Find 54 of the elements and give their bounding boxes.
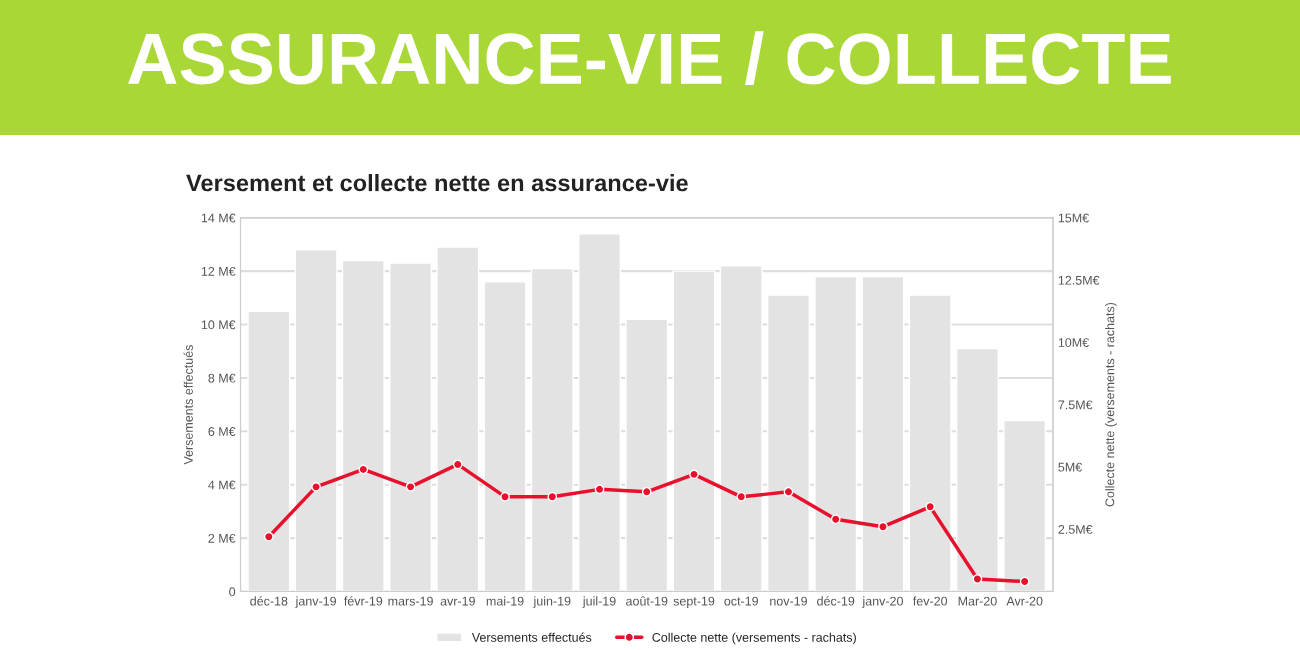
point (405, 481, 416, 492)
x-tick-label: fev-20 (912, 596, 948, 606)
point (594, 484, 605, 495)
y-tick-label: 0 (229, 587, 236, 597)
legend-label: Collecte nette (versements - rachats) (652, 632, 856, 645)
y-tick-label: 2 M€ (208, 533, 236, 543)
y2-tick-label: 5M€ (1058, 462, 1082, 472)
x-tick-label: déc-19 (817, 596, 855, 606)
x-tick-label: nov-19 (770, 596, 807, 606)
x-tick-label: sept-19 (673, 596, 715, 609)
x-tick-label: Mar-20 (958, 596, 997, 606)
y2-tick-label: 7.5M€ (1058, 400, 1093, 410)
y2-tick-label: 12.5M€ (1058, 275, 1100, 285)
y2-tick-label: 10M€ (1058, 338, 1089, 347)
point (358, 464, 369, 475)
x-tick-label: oct-19 (724, 596, 759, 606)
y2-axis-title: Collecte nette (versements - rachats) (1105, 302, 1117, 507)
x-tick-label: juin-19 (533, 596, 571, 609)
point (783, 486, 794, 497)
x-tick-label: juil-19 (582, 596, 616, 609)
point (736, 491, 747, 502)
y2-tick-label: 15M€ (1058, 213, 1089, 223)
x-tick-label: mai-19 (486, 596, 524, 606)
y-tick-label: 6 M€ (208, 427, 236, 436)
point (1019, 576, 1030, 587)
x-tick-label: janv-19 (295, 596, 336, 609)
point (925, 501, 936, 512)
point (689, 469, 699, 480)
point (641, 486, 652, 497)
chart-subtitle: Versement et collecte nette en assurance-vie (186, 174, 688, 192)
y-tick-label: 12 M€ (201, 266, 236, 276)
x-tick-label: mars-19 (388, 596, 433, 606)
point (311, 481, 321, 492)
point (452, 459, 463, 470)
point (878, 521, 888, 532)
x-tick-label: août-19 (626, 596, 668, 606)
x-tick-label: janv-20 (862, 596, 903, 609)
y-tick-label: 10 M€ (201, 320, 236, 330)
y2-tick-label: 2.5M€ (1058, 525, 1093, 534)
chart-title: ASSURANCE-VIE / COLLECTE (128, 31, 1171, 86)
y-tick-label: 14 M€ (201, 213, 236, 223)
y-tick-label: 4 M€ (208, 480, 236, 490)
point (263, 531, 274, 542)
y-tick-label: 8 M€ (208, 373, 236, 383)
x-tick-label: Avr-20 (1006, 596, 1043, 606)
point (500, 491, 510, 502)
point (972, 574, 983, 584)
y-axis-title: Versements effectués (183, 345, 193, 465)
x-tick-label: févr-19 (344, 596, 383, 606)
x-tick-label: avr-19 (440, 596, 475, 606)
point (547, 491, 558, 502)
point (830, 514, 841, 525)
legend-label: Versements effectués (471, 632, 592, 642)
x-tick-label: déc-18 (250, 596, 288, 606)
